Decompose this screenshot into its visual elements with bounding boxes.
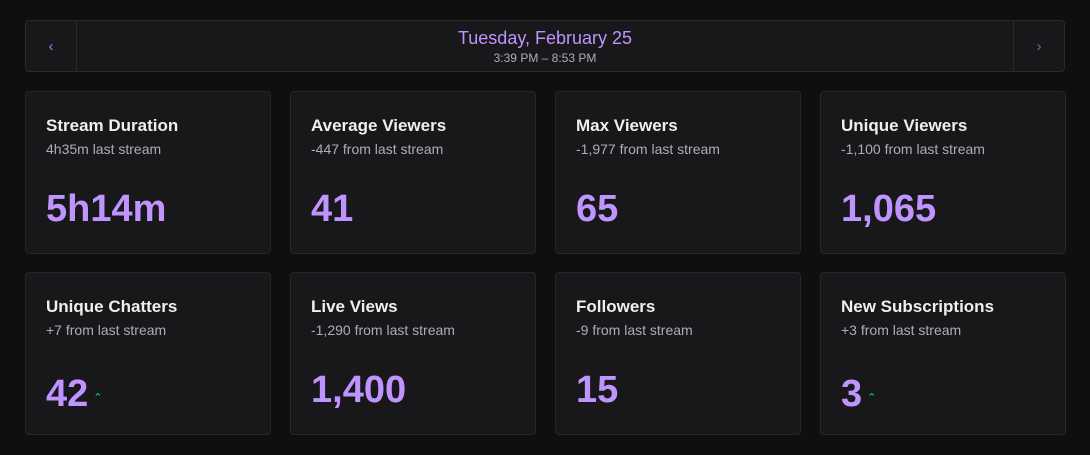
stat-card-followers: Followers -9 from last stream 15 — [555, 272, 801, 435]
date-navigator: ‹ Tuesday, February 25 3:39 PM – 8:53 PM… — [25, 20, 1065, 72]
stat-title: Unique Viewers — [841, 116, 968, 135]
stat-title: New Subscriptions — [841, 297, 995, 316]
stream-date-display: Tuesday, February 25 3:39 PM – 8:53 PM — [77, 21, 1013, 71]
stream-date: Tuesday, February 25 — [457, 27, 633, 48]
previous-stream-button[interactable]: ‹ — [26, 21, 77, 71]
stat-title: Live Views — [311, 297, 398, 316]
trend-up-icon: ⌃ — [867, 392, 877, 404]
stream-time-range: 3:39 PM – 8:53 PM — [493, 50, 597, 65]
stat-value: 65 — [576, 188, 619, 230]
stat-comparison: -1,100 from last stream — [841, 141, 985, 157]
stat-title: Stream Duration — [46, 116, 179, 135]
stat-value: 41 — [311, 188, 354, 230]
stat-card-new-subscriptions: New Subscriptions +3 from last stream 3 … — [820, 272, 1066, 435]
stat-value: 15 — [576, 369, 619, 411]
stat-card-live-views: Live Views -1,290 from last stream 1,400 — [290, 272, 536, 435]
trend-up-icon: ⌃ — [93, 392, 103, 404]
stat-comparison: 4h35m last stream — [46, 141, 162, 157]
stat-value: 42 — [46, 373, 89, 415]
stat-card-unique-viewers: Unique Viewers -1,100 from last stream 1… — [820, 91, 1066, 254]
next-stream-button[interactable]: › — [1013, 21, 1064, 71]
stat-comparison: +3 from last stream — [841, 322, 962, 338]
stat-card-stream-duration: Stream Duration 4h35m last stream 5h14m — [25, 91, 271, 254]
chevron-right-icon: › — [1036, 37, 1042, 55]
stat-comparison: -1,977 from last stream — [576, 141, 720, 157]
stat-card-max-viewers: Max Viewers -1,977 from last stream 65 — [555, 91, 801, 254]
stat-comparison: -447 from last stream — [311, 141, 444, 157]
stat-title: Followers — [576, 297, 656, 316]
stat-title: Average Viewers — [311, 116, 447, 135]
stat-comparison: -9 from last stream — [576, 322, 693, 338]
stat-comparison: -1,290 from last stream — [311, 322, 455, 338]
stat-title: Unique Chatters — [46, 297, 178, 316]
stat-comparison: +7 from last stream — [46, 322, 167, 338]
stat-value: 3 — [841, 373, 863, 415]
stat-value: 1,065 — [841, 188, 937, 230]
stat-value: 1,400 — [311, 369, 407, 411]
stats-grid: Stream Duration 4h35m last stream 5h14m … — [25, 91, 1066, 435]
stat-card-average-viewers: Average Viewers -447 from last stream 41 — [290, 91, 536, 254]
stat-card-unique-chatters: Unique Chatters +7 from last stream 42 ⌃ — [25, 272, 271, 435]
stat-title: Max Viewers — [576, 116, 678, 135]
stat-value: 5h14m — [46, 188, 167, 230]
chevron-left-icon: ‹ — [48, 37, 54, 55]
